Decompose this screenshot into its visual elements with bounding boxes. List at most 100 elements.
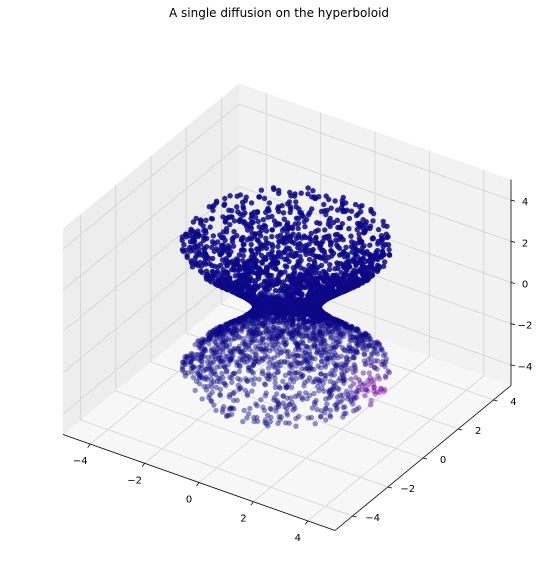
data-point xyxy=(331,372,338,378)
data-point xyxy=(249,308,256,315)
data-point xyxy=(240,315,246,321)
data-point xyxy=(250,362,256,368)
data-point xyxy=(247,328,253,334)
data-point xyxy=(338,319,345,325)
data-point xyxy=(287,353,293,359)
data-point xyxy=(352,201,359,208)
data-point xyxy=(279,203,285,209)
data-point xyxy=(318,323,325,329)
data-point xyxy=(250,329,256,336)
data-point xyxy=(262,348,268,354)
data-point xyxy=(185,370,191,376)
data-point xyxy=(188,226,194,233)
data-point xyxy=(231,218,238,224)
z-tick-label: 0 xyxy=(522,280,528,291)
data-point xyxy=(252,311,258,318)
data-point xyxy=(230,397,237,404)
data-point xyxy=(218,358,225,365)
data-point xyxy=(368,362,374,368)
data-point xyxy=(311,399,318,406)
data-point xyxy=(247,357,254,363)
data-point xyxy=(364,343,370,349)
data-point xyxy=(217,375,223,381)
data-point xyxy=(196,338,202,344)
grid-y-floor xyxy=(186,332,459,430)
data-point xyxy=(333,343,339,350)
data-point xyxy=(322,227,328,233)
data-point xyxy=(303,296,310,302)
data-point xyxy=(320,323,326,329)
data-point xyxy=(322,326,329,332)
data-point xyxy=(353,334,360,341)
data-point xyxy=(248,310,254,316)
data-point xyxy=(258,290,264,297)
data-point xyxy=(245,367,252,374)
data-point xyxy=(273,335,280,342)
data-point xyxy=(286,199,293,205)
data-point xyxy=(322,410,328,416)
data-point xyxy=(242,341,248,348)
data-point xyxy=(214,331,221,337)
data-point xyxy=(313,376,319,382)
data-point xyxy=(238,328,245,334)
data-point xyxy=(285,354,291,360)
data-point xyxy=(289,361,295,367)
data-point xyxy=(222,365,228,371)
data-point xyxy=(249,309,255,315)
data-point xyxy=(289,297,295,304)
data-point xyxy=(244,415,250,421)
data-point xyxy=(208,348,215,354)
data-point xyxy=(314,406,320,413)
data-point xyxy=(304,396,310,402)
data-point xyxy=(244,312,250,318)
data-point xyxy=(288,395,294,401)
data-point xyxy=(243,339,249,345)
data-point xyxy=(295,341,301,348)
data-point xyxy=(246,310,253,317)
data-point xyxy=(372,345,378,351)
data-point xyxy=(222,339,228,345)
data-point xyxy=(287,376,294,383)
data-point xyxy=(326,314,332,320)
data-point xyxy=(210,379,217,385)
data-point xyxy=(238,315,245,322)
data-point xyxy=(248,309,255,316)
data-point xyxy=(322,372,328,379)
data-point xyxy=(250,293,256,300)
data-point xyxy=(341,362,347,369)
data-point xyxy=(330,344,337,351)
data-point xyxy=(228,405,234,412)
data-point xyxy=(360,332,366,338)
data-point xyxy=(328,334,335,340)
data-point xyxy=(227,328,234,334)
data-point xyxy=(223,336,230,343)
data-point xyxy=(240,340,246,346)
data-point xyxy=(254,418,261,425)
data-point xyxy=(354,349,361,356)
z-tick-label: 4 xyxy=(522,197,528,208)
data-point xyxy=(278,232,284,238)
data-point xyxy=(211,327,217,334)
data-point xyxy=(261,311,267,318)
data-point xyxy=(378,233,385,239)
data-point xyxy=(328,335,334,341)
data-point xyxy=(293,352,299,359)
data-point xyxy=(367,402,374,408)
data-point xyxy=(229,330,236,337)
data-point xyxy=(385,242,392,248)
data-point xyxy=(251,308,257,314)
data-point xyxy=(317,339,324,346)
data-point xyxy=(302,379,308,386)
data-point xyxy=(266,360,272,366)
data-point xyxy=(223,225,230,232)
data-point xyxy=(327,378,333,384)
data-point xyxy=(273,408,279,414)
data-point xyxy=(321,201,327,208)
data-point xyxy=(283,340,290,346)
data-point xyxy=(345,326,351,333)
data-point xyxy=(196,364,202,370)
data-point xyxy=(369,272,376,279)
data-point xyxy=(202,337,209,343)
data-point xyxy=(347,326,353,333)
data-point xyxy=(252,311,258,317)
